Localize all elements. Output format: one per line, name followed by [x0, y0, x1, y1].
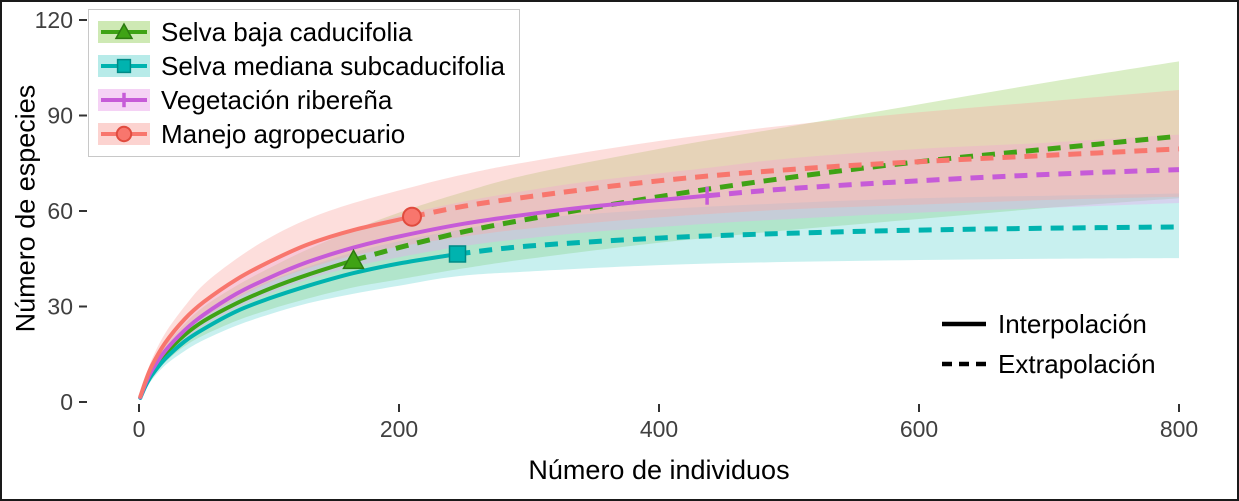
legend-label: Selva mediana subcaducifolia	[161, 50, 505, 81]
extrapolation-line-0	[352, 133, 1180, 263]
x-tick-label: 400	[640, 416, 678, 442]
confidence-ribbon-3	[140, 90, 1179, 399]
x-tick-label: 0	[133, 416, 146, 442]
y-tick-label: 120	[35, 7, 73, 33]
legend-item-1: Selva mediana subcaducifolia	[97, 49, 505, 83]
interpolation-line-1	[138, 252, 460, 400]
x-tick-label: 600	[900, 416, 938, 442]
linetype-legend: Interpolación Extrapolación	[930, 300, 1166, 388]
legend-key-icon	[98, 21, 150, 43]
legend-key-icon	[98, 55, 150, 77]
square-marker-icon	[116, 58, 132, 74]
circle-marker-icon	[115, 125, 133, 143]
linetype-key-icon	[942, 361, 986, 367]
linetype-label: Interpolación	[998, 308, 1147, 339]
x-axis-title: Número de individuos	[528, 455, 790, 485]
linetype-key-icon	[942, 321, 986, 327]
circle-marker-icon	[402, 206, 422, 227]
x-tick-label: 800	[1160, 416, 1198, 442]
linetype-label: Extrapolación	[998, 348, 1156, 379]
triangle-marker-icon	[114, 22, 134, 40]
legend-item-2: Vegetación ribereña	[97, 83, 505, 117]
extrapolation-line-3	[411, 146, 1180, 220]
x-tick-label: 200	[380, 416, 418, 442]
confidence-ribbon-2	[140, 134, 1179, 399]
legend-label: Selva baja caducifolia	[161, 16, 413, 47]
legend-key-icon	[98, 89, 150, 111]
y-axis-title: Número de especies	[10, 84, 41, 333]
legend-label: Manejo agropecuario	[161, 118, 406, 149]
y-tick-label: 30	[47, 294, 73, 320]
linetype-item-0: Interpolación	[940, 304, 1156, 344]
legend-key-icon	[98, 123, 150, 145]
interpolation-line-3	[138, 214, 414, 399]
triangle-marker-icon	[342, 248, 365, 270]
legend-item-3: Manejo agropecuario	[97, 117, 505, 151]
linetype-item-1: Extrapolación	[940, 344, 1156, 384]
square-marker-icon	[448, 245, 467, 263]
confidence-ribbon-0	[140, 61, 1179, 399]
extrapolation-line-1	[457, 224, 1180, 257]
y-tick-label: 60	[47, 198, 73, 224]
legend-item-0: Selva baja caducifolia	[97, 15, 505, 49]
y-tick-label: 90	[47, 103, 73, 129]
interpolation-line-2	[138, 193, 710, 400]
series-legend: Selva baja caducifolia Selva mediana sub…	[88, 9, 520, 157]
legend-label: Vegetación ribereña	[161, 84, 393, 115]
y-tick-label: 0	[60, 389, 73, 415]
